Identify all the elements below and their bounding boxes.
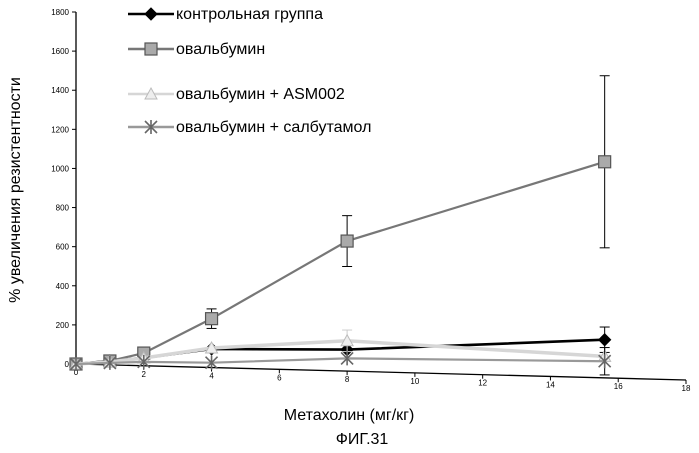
y-tick-label: 1200 [51, 125, 69, 134]
x-tick-label: 16 [614, 382, 623, 391]
x-tick-label: 10 [410, 377, 419, 386]
data-point [204, 340, 219, 354]
legend-swatch-marker [144, 120, 158, 134]
x-tick-label: 4 [209, 372, 214, 381]
series-layer [69, 75, 612, 376]
x-tick-label: 0 [74, 368, 79, 377]
y-tick-label: 600 [56, 243, 70, 252]
legend-item: овальбумин + ASM002 [128, 86, 345, 103]
y-tick-label: 1400 [51, 86, 69, 95]
series-line [75, 357, 605, 366]
x-tick-label: 18 [682, 384, 691, 393]
y-tick-label: 0 [65, 360, 70, 369]
y-tick-label: 400 [56, 282, 70, 291]
data-point [340, 351, 354, 366]
y-ticks: 0 200 400 600 800 1000 1200 1400 1600 1800 [51, 8, 76, 369]
data-point [204, 312, 219, 326]
axes [75, 12, 687, 381]
legend-swatch-marker [144, 7, 158, 21]
legend-swatch-marker [144, 86, 158, 100]
x-tick-label: 8 [345, 375, 350, 384]
y-tick-label: 800 [56, 204, 70, 213]
y-tick-label: 1000 [51, 164, 69, 173]
series-line [75, 160, 605, 366]
y-tick-label: 1600 [51, 47, 69, 56]
legend-label: контрольная группа [176, 6, 323, 23]
legend-label: овальбумин [176, 41, 265, 58]
legend-swatch-marker [144, 42, 158, 56]
data-point [340, 333, 354, 347]
legend-item: овальбумин [128, 41, 265, 58]
x-tick-label: 14 [546, 380, 555, 389]
x-tick-label: 12 [478, 379, 487, 388]
x-tick-label: 2 [142, 370, 147, 379]
y-tick-label: 200 [56, 321, 70, 330]
data-point [598, 354, 612, 369]
data-point [340, 234, 354, 248]
series-4 [69, 347, 612, 376]
x-ticks: 0 2 4 6 8 10 12 14 16 18 [74, 364, 691, 393]
x-axis [75, 363, 687, 381]
x-axis-title: Метахолин (мг/кг) [284, 407, 415, 424]
data-point [137, 354, 151, 369]
legend: контрольная группа овальбумин овальбумин +… [128, 6, 371, 136]
legend-label: овальбумин + салбутамол [176, 119, 371, 136]
data-point [598, 155, 612, 169]
y-tick-label: 1800 [51, 8, 69, 17]
y-axis-title: % увеличения резистентности [7, 77, 24, 303]
data-point [103, 355, 117, 370]
data-point [69, 357, 83, 371]
legend-label: овальбумин + ASM002 [176, 86, 345, 103]
legend-item: контрольная группа [128, 6, 323, 23]
figure-caption: ФИГ.31 [336, 431, 389, 448]
legend-item: овальбумин + салбутамол [128, 119, 371, 136]
x-tick-label: 6 [277, 373, 282, 382]
data-point [204, 355, 219, 370]
data-point [597, 333, 612, 347]
